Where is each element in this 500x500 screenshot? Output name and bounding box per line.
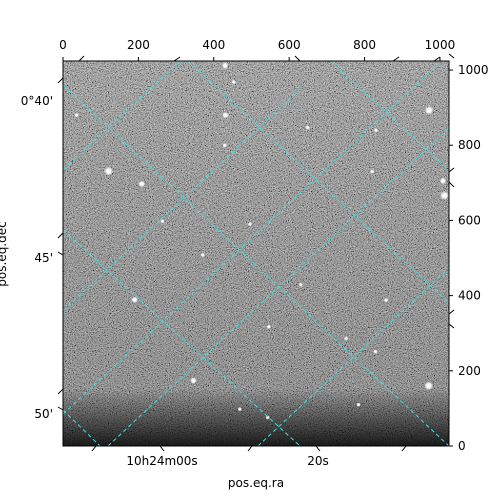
- stars: [74, 62, 449, 420]
- right-tick-label: 1000: [458, 63, 489, 77]
- right-tick-label: 0: [458, 439, 466, 453]
- top-tick-label: 1000: [425, 38, 456, 52]
- image-layer: [63, 61, 449, 446]
- edge-tick: [401, 445, 407, 452]
- star: [424, 105, 434, 115]
- y-axis-label: pos.eq.dec: [0, 221, 9, 286]
- star: [440, 191, 449, 200]
- top-tick-label: 200: [127, 38, 150, 52]
- star: [74, 112, 79, 118]
- star: [237, 406, 242, 412]
- star: [305, 125, 310, 130]
- edge-tick: [91, 445, 97, 452]
- star: [266, 324, 272, 330]
- star: [247, 221, 253, 227]
- edge-tick: [315, 445, 321, 452]
- grid-line-dec-4: [329, 61, 449, 171]
- star: [231, 79, 236, 85]
- right-tick-label: 400: [458, 289, 481, 303]
- dec-tick-labels: 0°40' 45' 50': [21, 94, 53, 421]
- star: [373, 127, 379, 133]
- star: [190, 377, 197, 384]
- grid-line-ra-5: [257, 267, 449, 446]
- ra-tick-label: 20s: [307, 454, 329, 468]
- ra-tick-label: 10h24m00s: [126, 454, 197, 468]
- grid-line-ra-1: [63, 61, 181, 171]
- top-tick-label: 400: [202, 38, 225, 52]
- world-edge-ticks: [57, 53, 455, 452]
- grid-line-ra-3: [63, 61, 443, 415]
- star: [131, 296, 138, 304]
- star: [439, 177, 447, 185]
- edge-tick: [294, 55, 301, 62]
- dec-tick-label: 50': [34, 407, 53, 421]
- star: [160, 218, 165, 224]
- edge-tick: [173, 56, 181, 62]
- edge-tick: [448, 323, 455, 329]
- edge-tick: [159, 445, 165, 452]
- edge-tick: [57, 406, 64, 411]
- image-bottom-fade: [63, 61, 449, 446]
- edge-tick: [433, 56, 441, 62]
- star: [373, 349, 378, 354]
- dec-tick-label: 45': [34, 251, 53, 265]
- edge-tick: [247, 445, 253, 452]
- star: [104, 166, 114, 176]
- star: [200, 252, 206, 258]
- edge-tick: [392, 56, 400, 62]
- grid-line-dec-2: [63, 409, 101, 446]
- dec-tick-label: 0°40': [21, 94, 53, 108]
- right-tick-label: 600: [458, 213, 481, 227]
- star: [424, 381, 434, 391]
- edge-tick: [448, 309, 455, 315]
- star: [369, 169, 375, 174]
- grid-line-ra-2: [63, 88, 301, 312]
- star: [222, 143, 227, 148]
- edge-tick: [78, 55, 85, 62]
- star: [265, 415, 270, 420]
- right-tick-label: 200: [458, 364, 481, 378]
- right-pixel-axis: 0 200 400 600 800 1000: [449, 63, 489, 453]
- edge-tick: [448, 181, 455, 188]
- edge-tick: [448, 167, 455, 173]
- edge-tick: [57, 388, 64, 395]
- star: [222, 111, 229, 119]
- right-tick-label: 800: [458, 138, 481, 152]
- star: [343, 336, 349, 341]
- edge-tick: [57, 77, 64, 84]
- edge-tick: [448, 53, 455, 59]
- plot-frame: [62, 60, 450, 447]
- star: [221, 62, 229, 69]
- star: [138, 180, 146, 188]
- top-pixel-axis: 0 200 400 600 800 1000: [59, 38, 455, 61]
- top-tick-label: 800: [353, 38, 376, 52]
- grid-line-dec-3: [187, 61, 449, 304]
- edge-tick: [57, 232, 64, 239]
- star: [356, 402, 361, 407]
- x-axis-label: pos.eq.ra: [228, 476, 284, 490]
- coordinate-grid: [63, 61, 449, 446]
- star: [298, 282, 304, 287]
- star: [383, 297, 389, 303]
- top-tick-label: 600: [278, 38, 301, 52]
- top-tick-label: 0: [59, 38, 67, 52]
- grid-line-dec-1: [63, 229, 301, 446]
- ra-tick-labels: 10h24m00s 20s: [126, 454, 328, 468]
- edge-tick: [57, 251, 64, 256]
